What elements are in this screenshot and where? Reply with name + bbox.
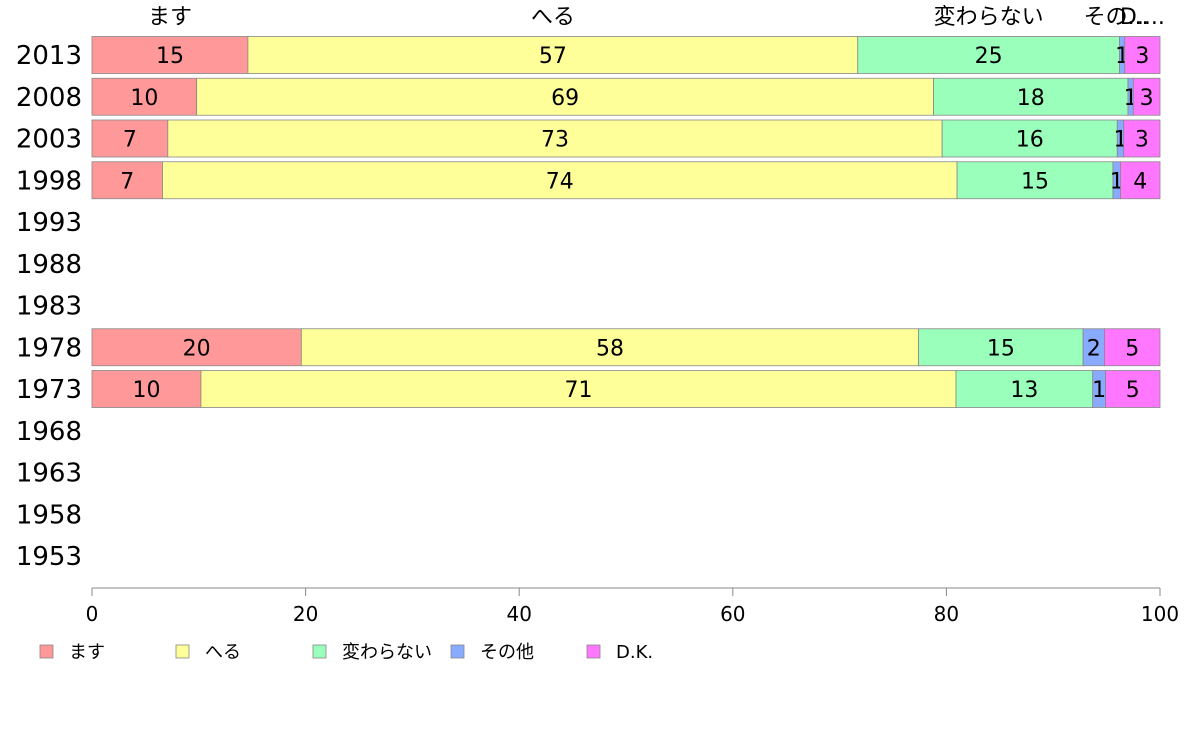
- bar-1998-series-4: [1120, 161, 1161, 200]
- y-label-2003: 2003: [16, 125, 82, 155]
- bar-1998-series-2: [956, 161, 1114, 200]
- bar-label-1973-series-2: 13: [1010, 378, 1038, 403]
- y-label-1963: 1963: [16, 459, 82, 489]
- legend-label-1: へる: [205, 642, 241, 663]
- bar-2003-series-4: [1123, 119, 1161, 158]
- legend-swatch-1: [175, 644, 190, 659]
- y-label-1978: 1978: [16, 333, 82, 363]
- bar-label-2003-series-0: 7: [123, 128, 137, 153]
- bar-2008-series-0: [91, 77, 198, 116]
- bar-label-2008-series-0: 10: [130, 86, 158, 111]
- x-tick-label-0: 0: [86, 602, 99, 626]
- bar-2008-series-4: [1132, 77, 1161, 116]
- y-label-2008: 2008: [16, 83, 82, 113]
- bar-label-2003-series-4: 3: [1135, 128, 1149, 153]
- x-tick-label-80: 80: [934, 602, 959, 626]
- bar-1998-series-0: [91, 161, 163, 200]
- legend-label-0: ます: [69, 642, 105, 663]
- x-tick-label-60: 60: [720, 602, 745, 626]
- bar-label-1973-series-3: 1: [1092, 378, 1106, 403]
- y-label-1988: 1988: [16, 250, 82, 280]
- bar-1973-series-1: [200, 370, 957, 408]
- bar-label-1973-series-1: 71: [564, 378, 592, 403]
- bar-2003-series-2: [941, 119, 1118, 158]
- legend: ます へる 変わらない その他 D.K.: [39, 642, 653, 663]
- bar-label-2003-series-2: 16: [1016, 128, 1044, 153]
- bar-label-2013-series-4: 3: [1135, 44, 1149, 69]
- bar-label-2013-series-2: 25: [975, 44, 1003, 69]
- y-label-2013: 2013: [16, 41, 82, 71]
- bar-label-2008-series-2: 18: [1017, 86, 1045, 111]
- bar-1978-series-2: [918, 328, 1084, 367]
- y-label-1953: 1953: [16, 542, 82, 572]
- x-tick-label-40: 40: [506, 602, 531, 626]
- bar-label-1973-series-4: 5: [1126, 378, 1140, 403]
- bar-label-1978-series-4: 5: [1125, 336, 1139, 361]
- bar-label-1978-series-1: 58: [596, 336, 624, 361]
- top-label-3: その...: [1084, 5, 1149, 30]
- bar-label-2013-series-1: 57: [539, 44, 567, 69]
- bar-label-2013-series-0: 15: [156, 44, 184, 69]
- legend-label-2: 変わらない: [342, 642, 432, 663]
- bar-label-1998-series-0: 7: [120, 169, 134, 194]
- legend-swatch-0: [39, 644, 54, 659]
- bar-label-1998-series-2: 15: [1021, 169, 1049, 194]
- bar-label-1998-series-4: 4: [1133, 169, 1147, 194]
- legend-swatch-3: [450, 644, 465, 659]
- y-label-1973: 1973: [16, 375, 82, 405]
- y-label-1958: 1958: [16, 500, 82, 530]
- bar-label-2003-series-1: 73: [541, 128, 569, 153]
- bar-2013-series-2: [857, 36, 1120, 74]
- bar-label-2008-series-4: 3: [1140, 86, 1154, 111]
- bar-2003-series-1: [167, 119, 943, 158]
- top-label-0: ます: [148, 5, 192, 30]
- bar-1978-series-0: [91, 328, 302, 367]
- y-axis-labels: 2013 2008 2003 1998 1993 1988 1983 1978 1973 1968…: [16, 41, 82, 572]
- bar-2013-series-1: [247, 36, 859, 74]
- bar-1998-series-1: [162, 161, 958, 200]
- bars: 15 57 25 1 310 69 18 1 37 73 16 1 37 74 15 1 420 58 15 2 510…: [91, 36, 1161, 408]
- bar-1973-series-2: [955, 370, 1094, 408]
- legend-label-4: D.K.: [616, 642, 653, 663]
- top-label-2: 変わらない: [934, 5, 1044, 30]
- bar-label-1973-series-0: 10: [132, 378, 160, 403]
- bar-2013-series-0: [91, 36, 249, 74]
- bar-2008-series-2: [933, 77, 1129, 116]
- bar-2008-series-1: [196, 77, 934, 116]
- y-label-1993: 1993: [16, 208, 82, 238]
- bar-label-1978-series-0: 20: [183, 336, 211, 361]
- bar-1978-series-4: [1104, 328, 1161, 367]
- bar-label-2008-series-1: 69: [551, 86, 579, 111]
- bar-1973-series-4: [1105, 370, 1161, 408]
- bar-2003-series-0: [91, 119, 169, 158]
- bar-label-1978-series-3: 2: [1087, 336, 1101, 361]
- top-series-labels: ます へる 変わらない その...D....: [148, 5, 1165, 30]
- x-tick-label-20: 20: [293, 602, 318, 626]
- top-label-4: D....: [1120, 5, 1165, 30]
- x-axis: 0 20 40 60 80 100: [86, 587, 1179, 626]
- top-label-1: へる: [531, 5, 575, 30]
- bar-2013-series-4: [1124, 36, 1161, 74]
- legend-swatch-2: [312, 644, 327, 659]
- bar-label-1978-series-2: 15: [987, 336, 1015, 361]
- x-tick-label-100: 100: [1141, 602, 1179, 626]
- legend-label-3: その他: [480, 642, 534, 663]
- y-label-1998: 1998: [16, 166, 82, 196]
- y-label-1983: 1983: [16, 292, 82, 322]
- legend-swatch-4: [586, 644, 601, 659]
- y-label-1968: 1968: [16, 417, 82, 447]
- bar-label-1998-series-1: 74: [546, 169, 574, 194]
